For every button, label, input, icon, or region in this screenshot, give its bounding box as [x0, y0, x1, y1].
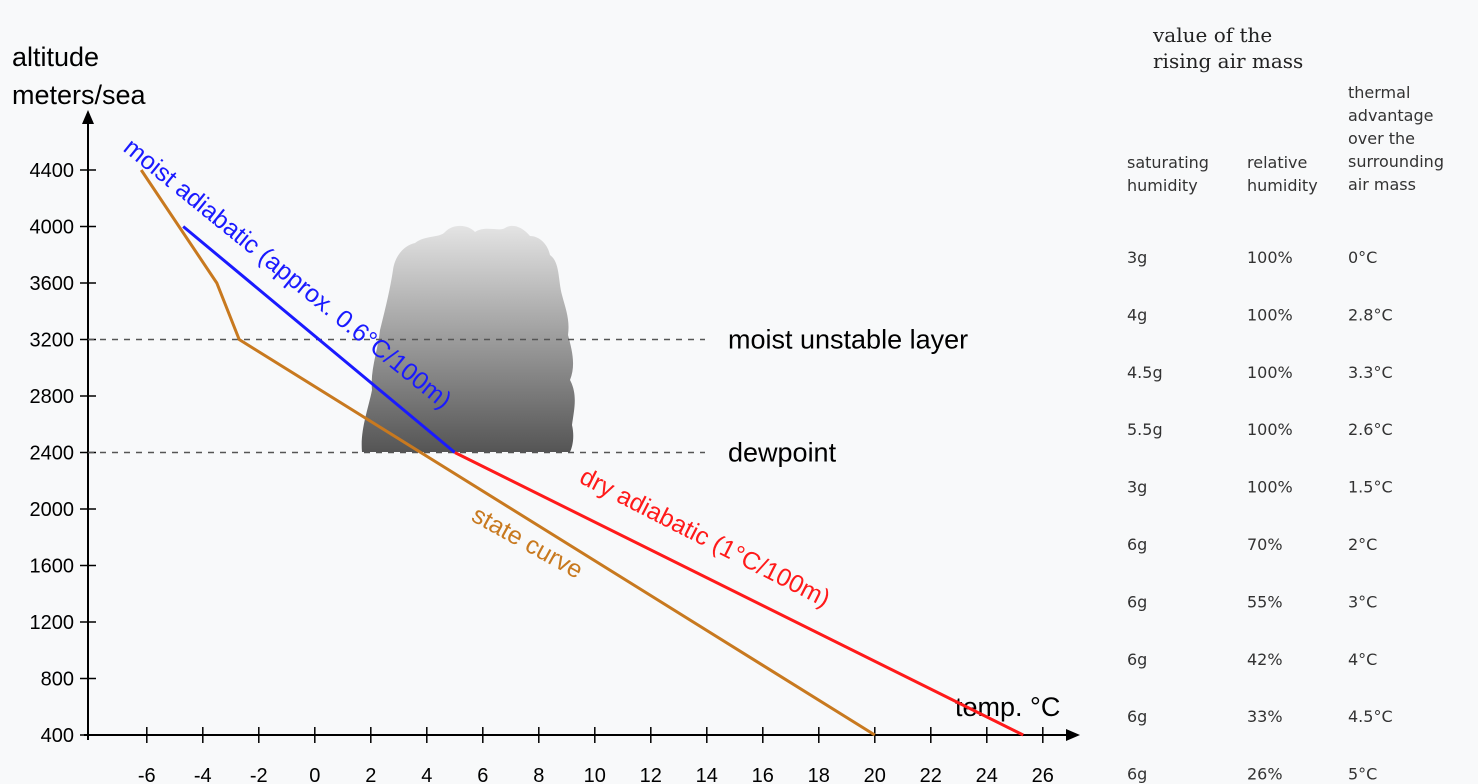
x-tick-label: 20	[864, 765, 886, 784]
x-tick-label: 26	[1032, 765, 1054, 784]
series-line	[182, 225, 456, 454]
table-cell: 100%	[1247, 420, 1293, 439]
table-cell: 6g	[1127, 707, 1147, 726]
column-header: saturating	[1127, 153, 1209, 172]
table-cell: 70%	[1247, 535, 1283, 554]
x-tick-label: 24	[976, 765, 998, 784]
x-tick-label: 6	[477, 765, 488, 784]
table-cell: 2.6°C	[1348, 420, 1393, 439]
table-cell: 3°C	[1348, 592, 1377, 611]
column-header: air mass	[1348, 175, 1416, 194]
table-cell: 5°C	[1348, 765, 1377, 784]
table-cell: 1.5°C	[1348, 478, 1393, 497]
y-tick-label: 800	[41, 669, 74, 691]
table-cell: 6g	[1127, 592, 1147, 611]
y-tick-label: 1200	[30, 612, 75, 634]
y-tick-label: 400	[41, 725, 74, 747]
y-axis-label: altitude	[12, 42, 99, 72]
table-cell: 100%	[1247, 248, 1293, 267]
table-cell: 4.5g	[1127, 363, 1163, 382]
x-tick-label: 0	[309, 765, 320, 784]
y-tick-label: 2400	[30, 443, 75, 465]
table-cell: 33%	[1247, 707, 1283, 726]
x-tick-label: 8	[533, 765, 544, 784]
table-cell: 26%	[1247, 765, 1283, 784]
x-tick-label: 12	[640, 765, 662, 784]
table-group-header: value of the	[1152, 23, 1272, 47]
y-tick-label: 4000	[30, 217, 75, 239]
y-tick-label: 3200	[30, 330, 75, 352]
series-line	[454, 451, 1024, 737]
y-tick-label: 1600	[30, 556, 75, 578]
table-cell: 2.8°C	[1348, 305, 1393, 324]
x-tick-label: 4	[421, 765, 432, 784]
table-cell: 4.5°C	[1348, 707, 1393, 726]
reference-label: moist unstable layer	[728, 325, 968, 355]
table-cell: 2°C	[1348, 535, 1377, 554]
series-label: dry adiabatic (1°C/100m)	[575, 462, 834, 613]
x-tick-label: 16	[752, 765, 774, 784]
y-tick-label: 2000	[30, 499, 75, 521]
y-axis-label: meters/sea	[12, 80, 147, 110]
x-tick-label: -6	[138, 765, 156, 784]
y-tick-label: 3600	[30, 273, 75, 295]
table-cell: 6g	[1127, 535, 1147, 554]
column-header: humidity	[1127, 176, 1198, 195]
column-header: advantage	[1348, 106, 1433, 125]
column-header: relative	[1247, 153, 1307, 172]
table-cell: 5.5g	[1127, 420, 1163, 439]
x-axis-label: temp. °C	[955, 692, 1060, 722]
table-cell: 100%	[1247, 478, 1293, 497]
x-tick-label: 22	[920, 765, 942, 784]
series-label: state curve	[467, 501, 588, 585]
table-cell: 100%	[1247, 363, 1293, 382]
table-cell: 6g	[1127, 765, 1147, 784]
table-cell: 3g	[1127, 478, 1147, 497]
table-group-header: rising air mass	[1153, 49, 1303, 73]
table-cell: 3g	[1127, 248, 1147, 267]
table-cell: 4°C	[1348, 650, 1377, 669]
y-axis-arrow	[82, 110, 94, 124]
x-tick-label: -4	[194, 765, 212, 784]
table-cell: 4g	[1127, 305, 1147, 324]
cloud	[361, 225, 575, 452]
column-header: humidity	[1247, 176, 1318, 195]
table-cell: 3.3°C	[1348, 363, 1393, 382]
x-tick-label: 18	[808, 765, 830, 784]
column-header: over the	[1348, 129, 1415, 148]
x-tick-label: -2	[250, 765, 268, 784]
table-cell: 6g	[1127, 650, 1147, 669]
x-tick-label: 14	[696, 765, 718, 784]
table-cell: 100%	[1247, 305, 1293, 324]
column-header: thermal	[1348, 83, 1410, 102]
x-tick-label: 2	[365, 765, 376, 784]
series-line	[139, 169, 876, 737]
x-axis-arrow	[1066, 729, 1080, 741]
y-tick-label: 4400	[30, 160, 75, 182]
x-tick-label: 10	[584, 765, 606, 784]
column-header: surrounding	[1348, 152, 1444, 171]
y-tick-label: 2800	[30, 386, 75, 408]
table-cell: 0°C	[1348, 248, 1377, 267]
table-cell: 55%	[1247, 592, 1283, 611]
table-cell: 42%	[1247, 650, 1283, 669]
reference-label: dewpoint	[728, 438, 837, 468]
